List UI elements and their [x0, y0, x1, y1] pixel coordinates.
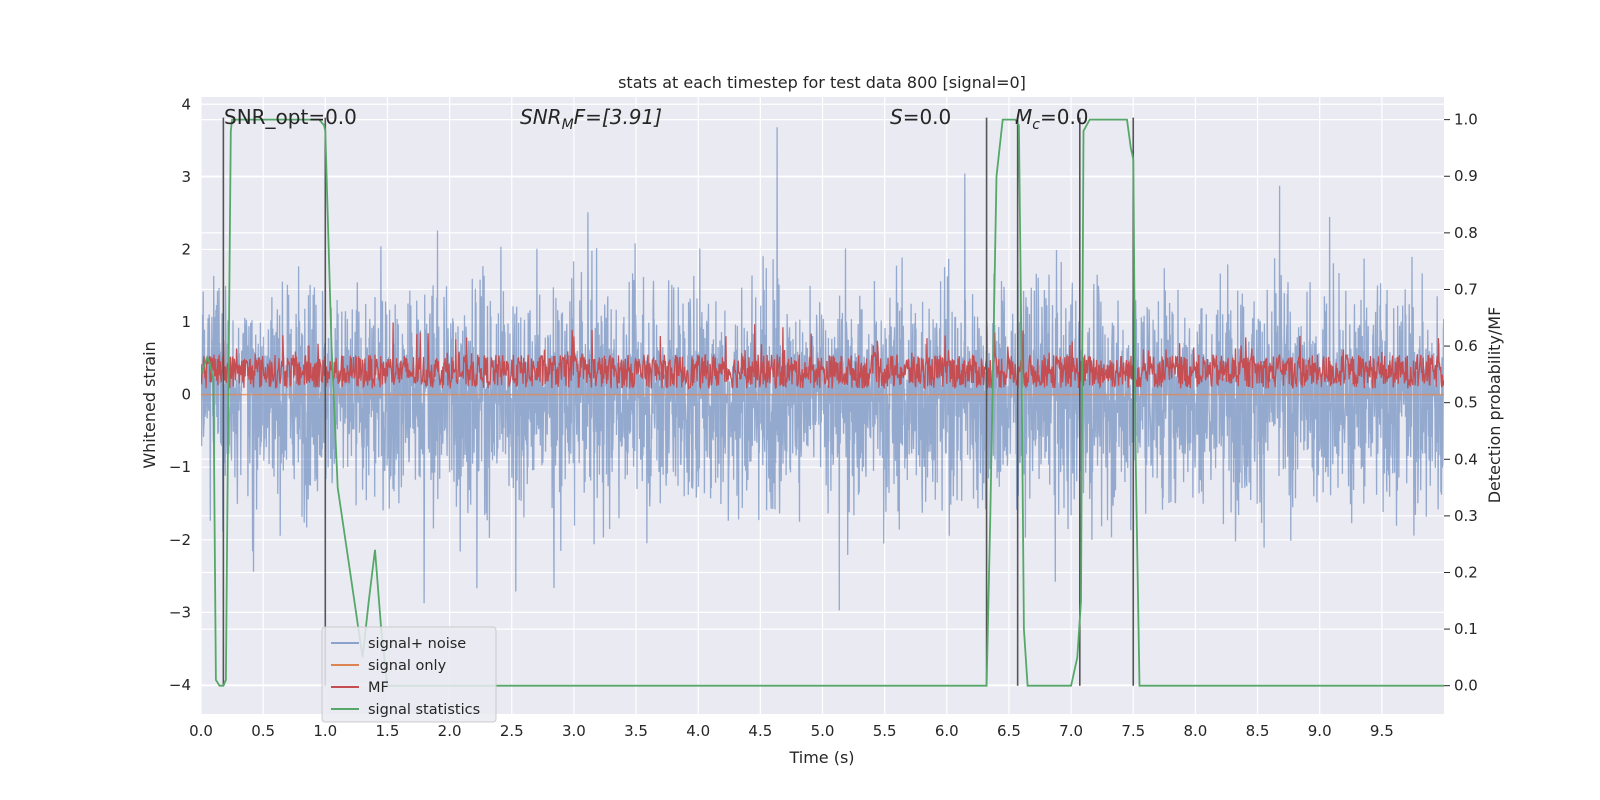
y-axis-right-label: Detection probability/MF [1485, 307, 1504, 504]
x-axis-label: Time (s) [788, 748, 854, 767]
y-right-tick-label: 0.8 [1454, 224, 1478, 242]
annotation-text: S=0.0 [890, 105, 951, 129]
y-tick-label: −4 [169, 676, 191, 694]
annotation-text: Mc=0.0 [1015, 105, 1089, 133]
annotation-text: SNR_opt=0.0 [224, 105, 357, 129]
x-tick-label: 7.5 [1121, 722, 1145, 740]
x-tick-label: 2.5 [500, 722, 524, 740]
x-tick-label: 4.5 [748, 722, 772, 740]
x-tick-label: 9.5 [1370, 722, 1394, 740]
data-layer [201, 117, 1444, 687]
x-tick-label: 8.0 [1183, 722, 1207, 740]
x-tick-label: 7.0 [1059, 722, 1083, 740]
y-right-tick-label: 0.5 [1454, 394, 1478, 412]
mf-line [201, 322, 1444, 391]
y-tick-label: 0 [181, 386, 191, 404]
x-tick-label: 5.0 [811, 722, 835, 740]
y-tick-label: 1 [181, 313, 191, 331]
annotation-text: SNRMF=[3.91] [520, 105, 662, 133]
x-tick-label: 4.0 [686, 722, 710, 740]
x-tick-label: 8.5 [1246, 722, 1270, 740]
signal-noise-line [201, 127, 1444, 611]
tick-labels: 0.0 0.5 1.0 1.5 2.0 2.5 3.0 3.5 4.0 4.5 5.0 5.5 6.0 6… [169, 95, 1478, 740]
x-tick-label: 1.0 [313, 722, 337, 740]
y-tick-label: −1 [169, 458, 191, 476]
y-right-tick-label: 0.1 [1454, 620, 1478, 638]
x-tick-label: 5.5 [873, 722, 897, 740]
legend-label: signal statistics [368, 702, 480, 718]
x-tick-label: 2.0 [438, 722, 462, 740]
y-right-tick-label: 0.0 [1454, 677, 1478, 695]
legend-box [321, 626, 497, 723]
legend-label: MF [368, 680, 389, 696]
x-tick-label: 9.0 [1308, 722, 1332, 740]
x-tick-label: 6.5 [997, 722, 1021, 740]
legend-label: signal only [368, 658, 447, 674]
y-right-tick-label: 0.6 [1454, 337, 1478, 355]
y-right-tick-label: 1.0 [1454, 111, 1478, 129]
chart-title: stats at each timestep for test data 800… [618, 73, 1026, 92]
y-tick-label: 3 [181, 168, 191, 186]
y-tick-label: −2 [169, 531, 191, 549]
y-right-tick-label: 0.4 [1454, 450, 1478, 468]
x-tick-label: 3.0 [562, 722, 586, 740]
y-right-tick-label: 0.9 [1454, 167, 1478, 185]
signal-statistics-line [201, 118, 1444, 687]
y-axis-label: Whitened strain [140, 341, 159, 468]
y-right-tick-label: 0.3 [1454, 507, 1478, 525]
x-tick-label: 6.0 [935, 722, 959, 740]
x-tick-label: 1.5 [376, 722, 400, 740]
x-tick-label: 0.5 [251, 722, 275, 740]
x-tick-label: 3.5 [624, 722, 648, 740]
legend: signal+ noise signal only MF signal statist… [321, 626, 497, 723]
y-right-tick-label: 0.7 [1454, 280, 1478, 298]
y-tick-label: 4 [181, 95, 191, 113]
y-tick-label: 2 [181, 240, 191, 258]
legend-label: signal+ noise [368, 636, 466, 652]
y-right-tick-label: 0.2 [1454, 563, 1478, 581]
annotations: SNR_opt=0.0 SNRMF=[3.91] S=0.0 Mc=0.0 [224, 105, 1089, 133]
y-tick-label: −3 [169, 603, 191, 621]
x-tick-label: 0.0 [189, 722, 213, 740]
